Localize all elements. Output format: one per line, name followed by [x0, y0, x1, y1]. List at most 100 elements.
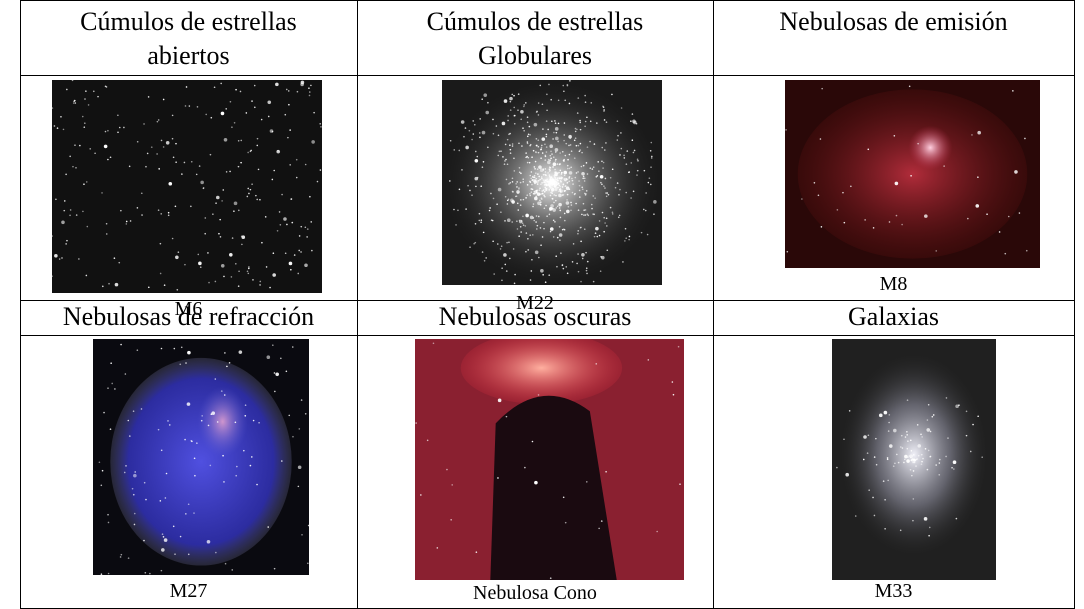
- star: [524, 466, 526, 469]
- star: [529, 174, 532, 177]
- star: [550, 191, 552, 194]
- star: [582, 164, 585, 167]
- star: [144, 571, 147, 574]
- star: [604, 149, 606, 151]
- star: [546, 109, 548, 112]
- star: [574, 130, 577, 133]
- star: [509, 96, 513, 101]
- star: [511, 93, 514, 96]
- star: [552, 208, 556, 212]
- star: [601, 160, 603, 163]
- star: [310, 221, 313, 223]
- star: [888, 421, 890, 424]
- astro-image: [442, 80, 662, 285]
- star: [107, 129, 109, 132]
- star: [537, 139, 540, 142]
- star: [538, 179, 540, 182]
- star: [1024, 137, 1026, 140]
- star: [224, 562, 227, 565]
- star: [125, 223, 128, 225]
- star: [511, 221, 514, 223]
- star: [308, 94, 311, 97]
- star: [296, 90, 299, 93]
- star: [559, 216, 562, 219]
- star: [632, 151, 635, 154]
- star: [555, 189, 558, 192]
- star: [525, 197, 527, 199]
- star: [541, 177, 543, 180]
- star: [915, 458, 917, 461]
- star: [286, 223, 288, 226]
- star: [534, 167, 536, 170]
- star: [190, 160, 193, 163]
- star: [197, 253, 200, 256]
- star: [513, 282, 516, 285]
- star: [54, 253, 58, 258]
- star: [267, 526, 270, 528]
- star: [538, 165, 542, 169]
- star: [530, 171, 533, 173]
- star: [566, 167, 569, 170]
- star: [306, 236, 308, 238]
- star: [113, 257, 116, 259]
- star: [931, 415, 934, 418]
- star: [512, 191, 514, 193]
- star: [653, 200, 657, 204]
- star: [504, 143, 507, 146]
- star: [511, 177, 514, 180]
- star: [455, 224, 457, 226]
- star: [558, 184, 561, 187]
- star: [562, 183, 565, 186]
- star: [549, 159, 551, 161]
- star: [565, 201, 570, 205]
- star: [651, 155, 653, 158]
- star: [551, 186, 553, 189]
- star: [935, 464, 937, 466]
- star: [467, 184, 469, 187]
- star: [863, 435, 867, 439]
- star: [187, 350, 191, 355]
- star: [649, 149, 652, 152]
- star: [566, 272, 569, 275]
- star: [518, 187, 520, 189]
- star: [526, 184, 529, 186]
- star: [611, 93, 613, 96]
- star: [527, 237, 529, 240]
- star: [562, 159, 565, 162]
- star: [246, 195, 249, 198]
- star: [564, 219, 566, 222]
- star: [650, 166, 652, 168]
- star: [530, 270, 533, 272]
- star: [132, 410, 135, 413]
- bg: [52, 80, 322, 293]
- caption: M6: [174, 298, 203, 320]
- star: [505, 270, 508, 272]
- star: [611, 211, 614, 214]
- star: [185, 86, 188, 88]
- star: [269, 129, 274, 133]
- star: [548, 174, 551, 176]
- star: [516, 220, 518, 222]
- star: [251, 456, 253, 458]
- star: [193, 457, 196, 460]
- star: [557, 99, 560, 102]
- star: [480, 185, 483, 187]
- star: [251, 100, 253, 102]
- star: [566, 209, 570, 214]
- star: [514, 195, 517, 198]
- star: [597, 161, 600, 163]
- star: [261, 241, 263, 244]
- star: [473, 242, 475, 245]
- star: [909, 468, 912, 471]
- star: [583, 192, 586, 195]
- star: [474, 150, 477, 153]
- star: [531, 258, 533, 261]
- star: [545, 151, 548, 153]
- star: [453, 208, 455, 211]
- star: [551, 177, 554, 180]
- star: [497, 154, 500, 157]
- star: [532, 234, 534, 236]
- star: [579, 128, 582, 131]
- star: [542, 189, 545, 191]
- star: [259, 284, 261, 286]
